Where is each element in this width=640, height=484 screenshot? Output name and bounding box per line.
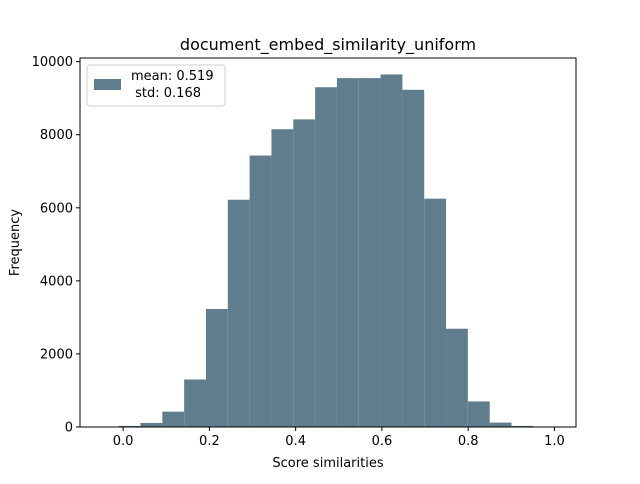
y-tick-label: 6000 (40, 201, 73, 216)
histogram-bar-10 (336, 78, 359, 428)
x-axis-label: Score similarities (272, 456, 383, 471)
histogram-bar-15 (446, 328, 468, 427)
x-tick-label: 0.2 (199, 434, 220, 449)
histogram-bar-11 (358, 78, 381, 428)
chart-title: document_embed_similarity_uniform (180, 35, 476, 55)
x-tick-label: 0.0 (113, 434, 134, 449)
x-tick-label: 0.4 (285, 434, 306, 449)
x-tick-label: 0.6 (372, 434, 393, 449)
y-tick-label: 2000 (40, 347, 73, 362)
histogram-bar-8 (293, 119, 316, 427)
legend-std-label: std: 0.168 (131, 86, 201, 101)
y-axis-label: Frequency (8, 209, 23, 276)
histogram-bar-3 (184, 379, 206, 427)
histogram-bar-18 (511, 425, 534, 427)
histogram-bar-14 (424, 198, 447, 427)
legend-mean-label: mean: 0.519 (131, 69, 214, 84)
legend: mean: 0.519 std: 0.168 (86, 64, 226, 107)
y-tick-label: 0 (65, 421, 73, 436)
x-tick-label: 0.8 (458, 434, 479, 449)
y-tick-label: 4000 (40, 274, 73, 289)
histogram-bar-1 (140, 422, 163, 427)
plot-frame (79, 57, 577, 428)
x-tick-label: 1.0 (544, 434, 565, 449)
legend-swatch (94, 79, 121, 90)
histogram-bar-16 (467, 401, 490, 427)
histogram-bar-9 (315, 87, 337, 427)
legend-box (86, 64, 226, 107)
histogram-bar-0 (118, 425, 141, 427)
histogram-bar-5 (227, 199, 250, 427)
histogram-bar-12 (380, 74, 403, 427)
histogram-bar-2 (162, 411, 185, 427)
y-tick-label: 8000 (40, 128, 73, 143)
histogram-bar-17 (489, 422, 512, 427)
y-tick-label: 10000 (32, 55, 73, 70)
histogram-bars (118, 74, 534, 428)
histogram-bar-4 (205, 308, 228, 427)
histogram-bar-6 (249, 155, 272, 427)
x-axis-ticks: 0.0 0.2 0.4 0.6 0.8 1.0 (113, 427, 565, 449)
y-axis-ticks: 0 2000 4000 6000 8000 10000 (32, 55, 80, 436)
histogram-bar-13 (402, 89, 425, 427)
histogram-bar-7 (271, 129, 294, 428)
